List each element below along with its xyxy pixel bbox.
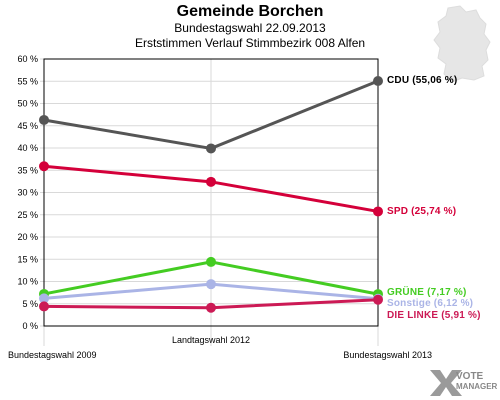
series-end-label: Sonstige (6,12 %)	[387, 298, 473, 309]
series-end-label: DIE LINKE (5,91 %)	[387, 310, 481, 321]
y-tick-label: 20 %	[17, 232, 38, 242]
y-tick-label: 30 %	[17, 188, 38, 198]
chart-title: Gemeinde Borchen	[176, 3, 324, 20]
y-tick-label: 10 %	[17, 277, 38, 287]
series-end-label: GRÜNE (7,17 %)	[387, 285, 467, 298]
y-tick-label: 25 %	[17, 210, 38, 220]
data-point	[206, 143, 216, 154]
chart-subtitle-election: Bundestagswahl 22.09.2013	[174, 21, 326, 35]
data-point	[206, 176, 216, 187]
vote-logo-line2: MANAGER	[456, 382, 498, 391]
y-tick-label: 55 %	[17, 76, 38, 86]
chart-subtitle-district: Erststimmen Verlauf Stimmbezirk 008 Alfe…	[134, 36, 366, 50]
x-tick-label: Bundestagswahl 2009	[8, 350, 97, 360]
series-layer	[39, 75, 383, 313]
y-tick-label: 60 %	[17, 54, 38, 64]
chart-header: Gemeinde Borchen Bundestagswahl 22.09.20…	[0, 2, 500, 51]
germany-map-icon	[433, 5, 491, 83]
data-point	[39, 301, 49, 312]
axis-layer: 0 % 5 % 10 % 15 % 20 % 25 % 30 % 35 % 40 % 45 % 50…	[8, 54, 432, 360]
x-tick-label: Bundestagswahl 2013	[343, 350, 432, 360]
y-tick-label: 0 %	[22, 321, 38, 331]
series-end-label: SPD (25,74 %)	[387, 206, 456, 217]
series-end-label: CDU (55,06 %)	[387, 75, 457, 86]
vote-logo-line1: VOTE	[456, 371, 484, 382]
y-tick-label: 15 %	[17, 254, 38, 264]
y-tick-label: 35 %	[17, 165, 38, 175]
vote-manager-x-icon	[430, 370, 462, 396]
x-tick-label: Landtagswahl 2012	[172, 335, 250, 345]
y-tick-label: 5 %	[22, 299, 38, 309]
y-tick-label: 40 %	[17, 143, 38, 153]
data-point	[206, 279, 216, 290]
data-point	[206, 302, 216, 313]
plot-frame	[43, 58, 379, 327]
y-tick-label: 45 %	[17, 121, 38, 131]
data-point	[206, 256, 216, 267]
data-point	[39, 114, 49, 125]
data-point	[373, 206, 383, 217]
data-point	[373, 75, 383, 86]
data-point	[373, 294, 383, 305]
y-tick-label: 50 %	[17, 99, 38, 109]
label-layer: CDU (55,06 %) SPD (25,74 %) GRÜNE (7,17 %)…	[387, 75, 481, 321]
data-point	[39, 293, 49, 304]
data-point	[39, 161, 49, 172]
